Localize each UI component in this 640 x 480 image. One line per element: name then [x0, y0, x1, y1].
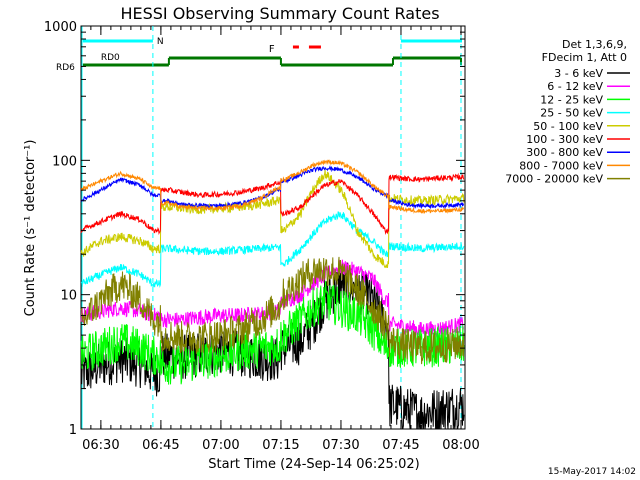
legend-label: 50 - 100 keV	[533, 120, 603, 133]
series-line-2	[80, 281, 465, 385]
legend-header-line: Det 1,3,6,9,	[562, 38, 627, 51]
chart-title: HESSI Observing Summary Count Rates	[120, 4, 439, 23]
x-axis-label: Start Time (24-Sep-14 06:25:02)	[208, 457, 419, 472]
x-tick-label: 07:30	[322, 438, 359, 453]
series-layer	[80, 159, 465, 430]
legend-label: 800 - 7000 keV	[519, 159, 603, 172]
rd0-label-flag-label: RD0	[101, 53, 120, 63]
flag-layer: N RD0 RD6 F	[56, 37, 462, 73]
legend-label: 7000 - 20000 keV	[505, 173, 603, 186]
series-line-3	[80, 211, 465, 288]
series-line-6	[80, 164, 464, 210]
series-line-7	[80, 159, 464, 214]
n-label-flag-label: N	[157, 37, 164, 47]
legend-label: 300 - 800 keV	[526, 146, 603, 159]
legend-label: 3 - 6 keV	[554, 67, 603, 80]
series-line-5	[80, 172, 465, 235]
plot-frame	[80, 25, 466, 430]
y-tick-label: 100	[52, 154, 77, 169]
x-tick-label: 07:00	[202, 438, 239, 453]
legend-label: 6 - 12 keV	[547, 80, 603, 93]
y-axis-label: Count Rate (s⁻¹ detector⁻¹)	[23, 140, 38, 317]
x-tick-label: 06:30	[82, 438, 119, 453]
x-tick-label: 06:45	[142, 438, 179, 453]
x-tick-label: 08:00	[442, 438, 479, 453]
y-tick-label: 10	[60, 289, 77, 304]
y-tick-label: 1	[69, 423, 77, 438]
series-line-4	[80, 169, 465, 269]
legend-label: 12 - 25 keV	[540, 93, 603, 106]
axis-layer: 1 10 100 1000 06:30 06:45 07:00 07:15 07:30 07:45…	[44, 20, 480, 453]
f-label-flag-label: F	[269, 44, 275, 55]
legend-label: 100 - 300 keV	[526, 133, 603, 146]
series-line-8	[80, 256, 465, 365]
legend-label: 25 - 50 keV	[540, 107, 603, 120]
x-tick-label: 07:15	[262, 438, 299, 453]
footer-date: 15-May-2017 14:02	[548, 467, 636, 477]
x-tick-label: 07:45	[382, 438, 419, 453]
legend-header-line: FDecim 1, Att 0	[542, 51, 627, 64]
rd6-label-flag-label: RD6	[56, 63, 75, 73]
y-tick-label: 1000	[44, 20, 77, 35]
